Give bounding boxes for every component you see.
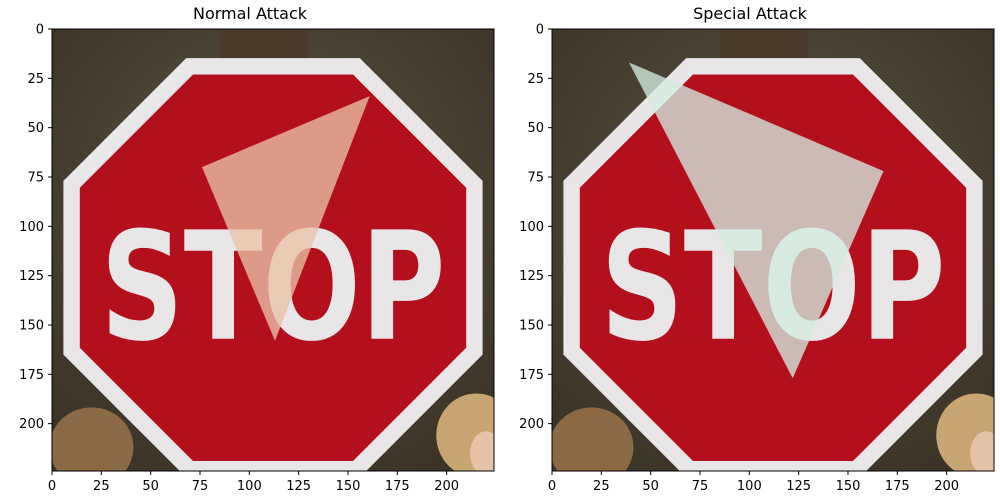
y-tick-label: 175 <box>19 368 44 383</box>
hair-left <box>552 407 634 471</box>
x-tick-label: 50 <box>142 479 159 494</box>
x-tick-label: 100 <box>737 479 762 494</box>
image-plot: STOP 0 25 50 75 100 125 150 175 200 0 25 50 75 100 125 1… <box>19 23 495 494</box>
attack-triangle <box>629 62 884 379</box>
x-tick-label: 150 <box>336 479 361 494</box>
y-tick-label: 50 <box>527 121 544 136</box>
y-tick-label: 125 <box>519 269 544 284</box>
y-tick-label: 25 <box>527 72 544 87</box>
y-tick-label: 150 <box>19 318 44 333</box>
y-tick-label: 100 <box>19 220 44 235</box>
y-tick-label: 25 <box>27 72 44 87</box>
y-tick-label: 75 <box>527 170 544 185</box>
panel-title: Normal Attack <box>192 4 308 23</box>
x-tick-label: 75 <box>692 479 709 494</box>
x-tick-label: 0 <box>48 479 56 494</box>
x-tick-label: 175 <box>885 479 910 494</box>
stop-sign-photo: STOP <box>52 29 494 471</box>
attack-triangle <box>202 96 370 341</box>
x-tick-label: 200 <box>934 479 959 494</box>
y-tick-label: 150 <box>519 318 544 333</box>
axes-frame <box>51 28 495 472</box>
y-tick-label: 75 <box>27 170 44 185</box>
stop-sign-photo: STOP <box>552 29 994 471</box>
x-tick-label: 125 <box>286 479 311 494</box>
y-tick-label: 100 <box>519 220 544 235</box>
y-tick-label: 125 <box>19 269 44 284</box>
y-tick-label: 200 <box>519 417 544 432</box>
y-tick-label: 0 <box>36 23 44 38</box>
x-tick-label: 175 <box>385 479 410 494</box>
panel-normal-attack: Normal Attack STOP 0 25 50 75 100 125 150 175 200… <box>19 4 495 494</box>
x-tick-label: 25 <box>93 479 110 494</box>
x-tick-label: 125 <box>786 479 811 494</box>
image-plot: STOP 0 25 50 75 100 125 150 175 200 0 25 50 75 100 125 1… <box>519 23 995 494</box>
y-tick-label: 0 <box>536 23 544 38</box>
y-tick-label: 200 <box>19 417 44 432</box>
x-tick-label: 150 <box>836 479 861 494</box>
panel-title: Special Attack <box>693 4 807 23</box>
x-tick-label: 0 <box>548 479 556 494</box>
hair-left <box>52 407 134 471</box>
axes-frame <box>551 28 995 472</box>
x-tick-label: 25 <box>593 479 610 494</box>
y-tick-label: 175 <box>519 368 544 383</box>
face-right <box>470 431 494 471</box>
x-tick-label: 50 <box>642 479 659 494</box>
x-tick-label: 200 <box>434 479 459 494</box>
face-right <box>970 431 994 471</box>
y-tick-label: 50 <box>27 121 44 136</box>
x-tick-label: 100 <box>237 479 262 494</box>
panel-special-attack: Special Attack STOP 0 25 50 75 100 125 150 175 20… <box>500 0 1000 500</box>
x-tick-label: 75 <box>192 479 209 494</box>
